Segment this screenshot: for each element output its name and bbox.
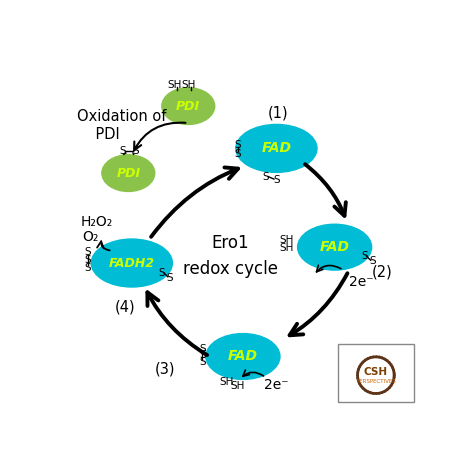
Text: SH: SH	[280, 243, 294, 253]
Text: S: S	[273, 175, 280, 185]
Text: FAD: FAD	[319, 240, 350, 254]
Text: S: S	[369, 256, 376, 266]
Text: PERSPECTIVES: PERSPECTIVES	[356, 379, 396, 384]
Text: S: S	[234, 149, 241, 159]
Text: S: S	[199, 344, 206, 354]
Text: S: S	[119, 146, 126, 156]
Text: SH: SH	[181, 80, 195, 90]
Text: SH: SH	[280, 235, 294, 245]
Text: SH: SH	[230, 382, 245, 392]
Text: S: S	[84, 255, 91, 265]
Text: S: S	[84, 263, 91, 273]
Text: S: S	[132, 146, 139, 156]
Text: S: S	[199, 350, 206, 360]
Text: FAD: FAD	[228, 349, 258, 364]
Text: S: S	[166, 273, 173, 283]
Ellipse shape	[298, 224, 372, 270]
Text: (3): (3)	[155, 361, 175, 376]
Ellipse shape	[162, 88, 215, 125]
Ellipse shape	[236, 125, 317, 172]
Text: (1): (1)	[268, 106, 289, 120]
FancyBboxPatch shape	[338, 344, 414, 402]
Text: PDI: PDI	[176, 99, 201, 113]
Text: S: S	[199, 357, 206, 367]
Text: S: S	[234, 140, 241, 150]
Text: 2e⁻: 2e⁻	[264, 378, 289, 393]
Text: H₂O₂: H₂O₂	[81, 215, 113, 229]
Ellipse shape	[102, 155, 155, 191]
Text: 2e⁻: 2e⁻	[349, 275, 374, 289]
Text: SH: SH	[220, 377, 234, 387]
Text: (4): (4)	[115, 300, 135, 315]
Text: SH: SH	[167, 80, 182, 90]
Ellipse shape	[91, 239, 173, 287]
Text: Ero1
redox cycle: Ero1 redox cycle	[183, 234, 278, 278]
Text: (2): (2)	[372, 264, 392, 279]
Text: S: S	[263, 172, 269, 182]
Text: S: S	[84, 247, 91, 257]
Text: CSH: CSH	[364, 367, 388, 376]
Text: S: S	[361, 251, 368, 261]
Text: O₂: O₂	[82, 229, 99, 244]
Text: S: S	[158, 267, 165, 278]
Text: FAD: FAD	[262, 142, 292, 155]
Text: PDI: PDI	[116, 167, 140, 180]
Text: Oxidation of
    PDI: Oxidation of PDI	[77, 109, 166, 142]
Text: FADH2: FADH2	[109, 256, 155, 269]
Ellipse shape	[206, 333, 280, 379]
